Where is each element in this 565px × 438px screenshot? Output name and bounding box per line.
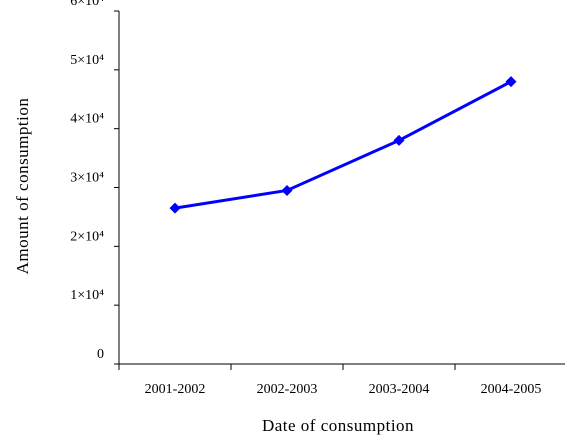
x-axis-title: Date of consumption — [262, 416, 414, 435]
y-axis: 0 1×10⁴ 2×10⁴ 3×10⁴ 4×10⁴ 5×10⁴ 6×10⁴ — [70, 0, 120, 365]
data-point-marker — [393, 134, 405, 146]
x-tick-label: 2001-2002 — [145, 382, 206, 397]
data-point-marker — [505, 76, 517, 88]
y-tick-label: 0 — [97, 347, 104, 362]
y-tick-label: 6×10⁴ — [70, 0, 104, 9]
y-tick-label: 4×10⁴ — [70, 112, 104, 127]
y-tick-label: 5×10⁴ — [70, 53, 104, 68]
series — [169, 76, 517, 214]
x-tick-label: 2004-2005 — [481, 382, 542, 397]
x-tick-label: 2002-2003 — [257, 382, 318, 397]
y-axis-title: Amount of consumption — [13, 98, 32, 275]
series-line — [174, 80, 512, 210]
y-tick-label: 3×10⁴ — [70, 171, 104, 186]
data-point-marker — [281, 184, 293, 196]
x-tick-label: 2003-2004 — [369, 382, 430, 397]
y-tick-label: 2×10⁴ — [70, 229, 104, 244]
x-axis: 2001-2002 2002-2003 2003-2004 2004-2005 — [118, 363, 565, 397]
data-point-marker — [169, 202, 181, 214]
y-tick-label: 1×10⁴ — [70, 288, 104, 303]
